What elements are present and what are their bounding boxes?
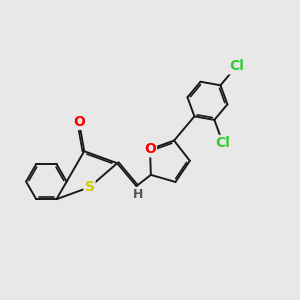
Text: S: S — [85, 180, 94, 194]
Text: O: O — [73, 115, 85, 129]
Text: Cl: Cl — [215, 136, 230, 150]
Text: O: O — [144, 142, 156, 156]
Text: H: H — [133, 188, 143, 201]
Text: Cl: Cl — [229, 59, 244, 74]
